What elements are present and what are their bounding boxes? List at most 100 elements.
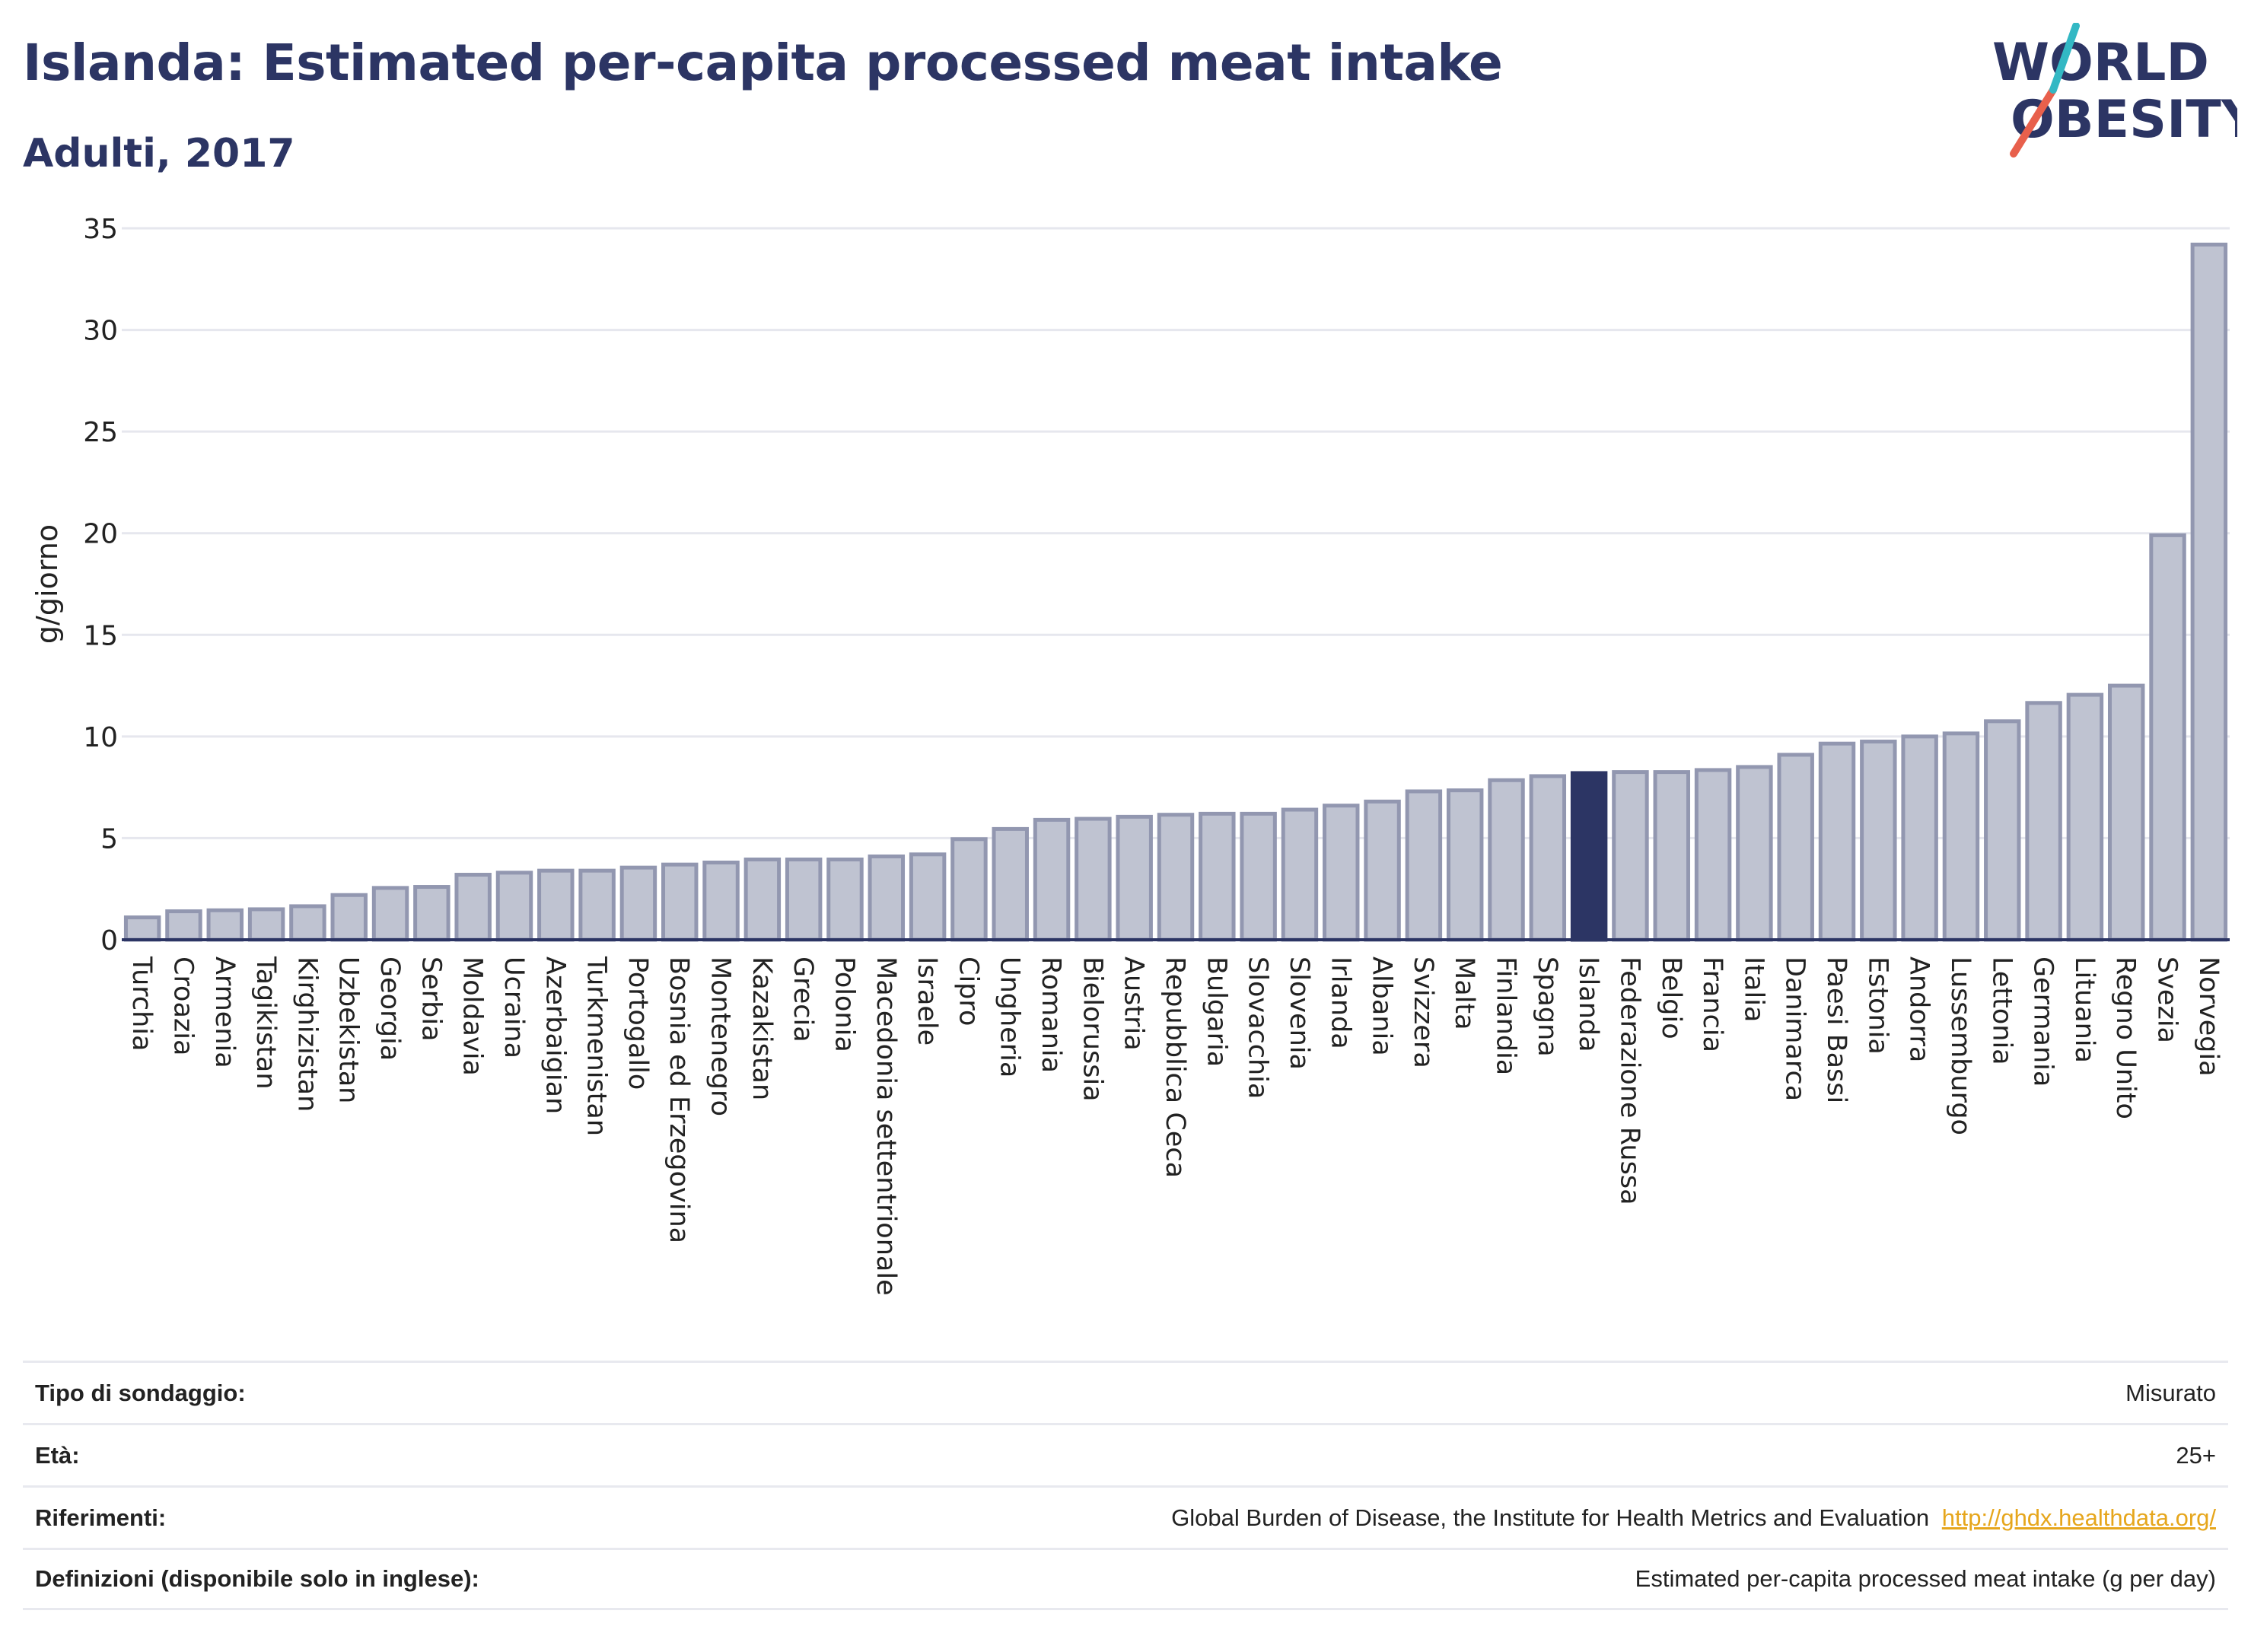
bar-norvegia[interactable] bbox=[2190, 242, 2228, 942]
y-tick-labels: 0 5 10 15 20 25 30 35 bbox=[83, 214, 118, 957]
x-tick-label: Germania bbox=[2028, 957, 2058, 1087]
bar-ungheria[interactable] bbox=[992, 826, 1029, 942]
x-tick-label: Azerbaigian bbox=[540, 957, 570, 1114]
bar-kirghizistan[interactable] bbox=[289, 904, 326, 942]
y-tick-label: 0 bbox=[100, 925, 118, 957]
x-tick-label: Georgia bbox=[374, 957, 405, 1061]
bar-armenia[interactable] bbox=[206, 908, 244, 942]
x-tick-label: Ucraina bbox=[498, 957, 529, 1058]
bar-francia[interactable] bbox=[1694, 768, 1732, 942]
bar-grecia[interactable] bbox=[785, 857, 823, 942]
bar-spagna[interactable] bbox=[1529, 774, 1567, 942]
bar-finlandia[interactable] bbox=[1488, 778, 1525, 942]
x-tick-label: Portogallo bbox=[622, 957, 653, 1090]
x-tick-label: Armenia bbox=[209, 957, 240, 1068]
x-tick-label: Danimarca bbox=[1780, 957, 1810, 1101]
bar-repubblica-ceca[interactable] bbox=[1157, 813, 1195, 942]
bar-slovacchia[interactable] bbox=[1240, 811, 1277, 942]
bar-danimarca[interactable] bbox=[1777, 753, 1814, 942]
x-tick-label: Albania bbox=[1367, 957, 1397, 1056]
bar-montenegro[interactable] bbox=[702, 860, 740, 942]
info-row-references: Riferimenti: Global Burden of Disease, t… bbox=[23, 1485, 2228, 1548]
x-tick-label: Italia bbox=[1738, 957, 1769, 1022]
bar-israele[interactable] bbox=[909, 852, 947, 942]
age-value: 25+ bbox=[2176, 1441, 2216, 1469]
bar-lettonia[interactable] bbox=[1984, 719, 2021, 942]
y-tick-label: 15 bbox=[83, 620, 118, 651]
survey-type-value: Misurato bbox=[2125, 1379, 2216, 1406]
info-row-age: Età: 25+ bbox=[23, 1423, 2228, 1485]
bar-svezia[interactable] bbox=[2149, 533, 2186, 942]
bar-azerbaigian[interactable] bbox=[537, 868, 575, 942]
bar-slovenia[interactable] bbox=[1281, 807, 1319, 942]
bar-uzbekistan[interactable] bbox=[330, 893, 368, 942]
x-tick-label: Turkmenistan bbox=[581, 956, 612, 1136]
bar-polonia[interactable] bbox=[826, 857, 864, 942]
y-tick-label: 10 bbox=[83, 722, 118, 753]
bar-turchia[interactable] bbox=[123, 915, 161, 942]
x-tick-label: Svizzera bbox=[1408, 957, 1438, 1068]
y-tick-label: 5 bbox=[100, 823, 118, 855]
bar-malta[interactable] bbox=[1446, 788, 1484, 942]
x-tick-label: Kirghizistan bbox=[291, 957, 322, 1112]
x-tick-label: Slovenia bbox=[1284, 957, 1314, 1070]
x-tick-label: Finlandia bbox=[1491, 957, 1521, 1075]
bar-austria[interactable] bbox=[1116, 814, 1153, 942]
x-tick-label: Paesi Bassi bbox=[1821, 957, 1851, 1103]
bar-bosnia-ed-erzegovina[interactable] bbox=[661, 862, 699, 942]
bar-belgio[interactable] bbox=[1653, 770, 1690, 942]
references-link[interactable]: http://ghdx.healthdata.org/ bbox=[1941, 1504, 2216, 1531]
bar-andorra[interactable] bbox=[1901, 734, 1938, 942]
x-tick-label: Belgio bbox=[1656, 957, 1686, 1039]
bar-paesi-bassi[interactable] bbox=[1818, 741, 1856, 942]
x-tick-label: Federazione Russa bbox=[1614, 957, 1644, 1205]
x-tick-labels: Turchia Croazia Armenia Tagikistan Kirghizis… bbox=[126, 956, 2224, 1296]
x-tick-label: Slovacchia bbox=[1243, 957, 1273, 1099]
x-tick-label: Austria bbox=[1119, 957, 1149, 1051]
x-tick-label: Regno Unito bbox=[2110, 957, 2141, 1119]
bar-irlanda[interactable] bbox=[1323, 804, 1360, 942]
bar-islanda[interactable] bbox=[1570, 771, 1608, 942]
x-tick-label: Lettonia bbox=[1986, 957, 2017, 1065]
x-tick-label: Andorra bbox=[1904, 957, 1934, 1062]
bar-bielorussia[interactable] bbox=[1075, 816, 1112, 942]
bar-albania[interactable] bbox=[1364, 799, 1401, 942]
bar-federazione-russa[interactable] bbox=[1612, 770, 1649, 942]
bar-cipro[interactable] bbox=[950, 837, 988, 942]
bar-svizzera[interactable] bbox=[1405, 789, 1443, 942]
bar-kazakistan[interactable] bbox=[743, 857, 782, 942]
bar-bulgaria[interactable] bbox=[1199, 811, 1236, 942]
bar-lussemburgo[interactable] bbox=[1942, 731, 1980, 942]
bar-moldavia[interactable] bbox=[454, 873, 492, 942]
bar-serbia[interactable] bbox=[413, 885, 451, 942]
bar-lituania[interactable] bbox=[2066, 692, 2104, 942]
bar-macedonia-settentrionale[interactable] bbox=[868, 854, 906, 942]
x-tick-label: Montenegro bbox=[705, 957, 736, 1116]
bar-portogallo[interactable] bbox=[619, 865, 657, 942]
bar-romania[interactable] bbox=[1033, 817, 1071, 942]
y-tick-label: 25 bbox=[83, 417, 118, 448]
references-value: Global Burden of Disease, the Institute … bbox=[1171, 1504, 2216, 1532]
y-tick-label: 20 bbox=[83, 519, 118, 550]
bar-ucraina[interactable] bbox=[495, 871, 533, 942]
bar-georgia[interactable] bbox=[371, 886, 409, 942]
survey-type-label: Tipo di sondaggio: bbox=[35, 1379, 246, 1406]
bar-regno-unito[interactable] bbox=[2107, 683, 2145, 942]
bar-estonia[interactable] bbox=[1860, 740, 1897, 942]
x-tick-label: Bosnia ed Erzegovina bbox=[664, 957, 694, 1243]
bar-tagikistan[interactable] bbox=[247, 907, 285, 942]
bar-chart: 0 5 10 15 20 25 30 35 Turchia Croazia Armenia Tagi… bbox=[30, 214, 2230, 1296]
bar-croazia[interactable] bbox=[165, 909, 202, 942]
bar-turkmenistan[interactable] bbox=[578, 868, 616, 942]
x-tick-label: Lituania bbox=[2069, 957, 2100, 1063]
logo-slash-red bbox=[2010, 86, 2057, 158]
x-tick-label: Grecia bbox=[788, 957, 818, 1042]
x-tick-label: Estonia bbox=[1862, 957, 1893, 1055]
x-tick-label: Bulgaria bbox=[1201, 957, 1231, 1067]
x-tick-label: Ungheria bbox=[995, 957, 1025, 1077]
bar-germania[interactable] bbox=[2025, 701, 2062, 942]
x-tick-label: Polonia bbox=[829, 957, 859, 1052]
x-tick-label: Lussemburgo bbox=[1945, 957, 1976, 1135]
bar-italia[interactable] bbox=[1736, 765, 1773, 942]
world-obesity-logo[interactable]: WORLD OBESITY bbox=[1986, 23, 2237, 160]
